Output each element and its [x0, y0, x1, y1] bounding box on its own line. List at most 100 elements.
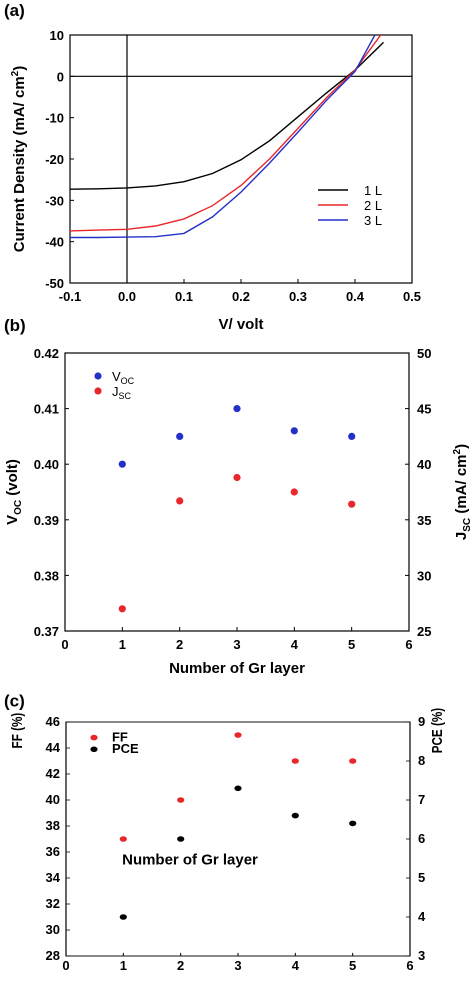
y-tick-label: -50 [45, 276, 64, 291]
left-y-tick-label: 0.40 [34, 457, 59, 472]
right-y-tick-label: 25 [417, 624, 431, 639]
x-tick-label: 0 [61, 637, 68, 652]
legend-marker-jsc [94, 387, 102, 395]
data-point-ff [119, 836, 127, 842]
y-tick-label: 10 [50, 28, 64, 43]
legend-marker-voc [94, 372, 102, 380]
x-tick-label: 4 [292, 958, 300, 973]
panel-b-left-y-ticks: 0.37 0.38 0.39 0.40 0.41 0.42 [34, 346, 69, 639]
legend-label-voc: VOC [112, 369, 135, 386]
x-tick-label: 2 [177, 958, 184, 973]
data-point-ff [291, 758, 299, 764]
panel-a-x-axis-title: V/ volt [218, 316, 263, 333]
panel-a: (a) -0.1 0.0 0.1 0.2 0.3 0.4 0.5 -50-40-30-20-… [4, 1, 421, 333]
left-y-tick-label: 38 [46, 818, 60, 833]
y-tick-label: -40 [45, 235, 64, 250]
left-y-tick-label: 46 [46, 714, 60, 729]
panel-a-y-axis-title: Current Density (mA/ cm2) [10, 66, 28, 252]
data-point-jsc [176, 497, 184, 505]
legend-marker-pce [90, 746, 98, 753]
data-point-voc [348, 432, 356, 440]
left-y-tick-label: 0.42 [34, 346, 59, 361]
panel-c-right-y-ticks: 3 4 5 6 7 8 9 [406, 714, 426, 963]
legend-marker-ff [90, 734, 98, 741]
x-tick-label: 2 [176, 637, 183, 652]
panel-b-right-y-axis-title: JSC (mA/ cm2) [452, 444, 473, 540]
right-y-tick-label: 50 [417, 346, 431, 361]
series-line-3l [70, 35, 376, 239]
right-y-tick-label: 3 [418, 948, 425, 963]
data-point-pce [234, 785, 242, 792]
panel-a-curves [70, 35, 384, 239]
panel-a-legend: 1 L 2 L 3 L [318, 183, 382, 228]
x-tick-label: 0.0 [118, 289, 136, 304]
data-point-ff [234, 732, 242, 738]
y-tick-label: -20 [45, 152, 64, 167]
data-point-voc [118, 460, 126, 468]
y-tick-label: 0 [57, 69, 64, 84]
data-point-voc [233, 405, 241, 413]
panel-a-y-ticks: -50 -40 -30 -20 -10 0 10 [45, 28, 74, 291]
panel-b-right-y-ticks: 25 30 35 40 45 50 [405, 346, 431, 639]
right-y-tick-label: 4 [418, 909, 426, 924]
data-point-pce [119, 914, 127, 920]
data-point-jsc [233, 473, 241, 482]
left-y-tick-label: 0.41 [34, 402, 59, 417]
left-y-tick-label: 42 [46, 766, 60, 781]
panel-b-label: (b) [4, 316, 26, 335]
panel-b-x-axis-title: Number of Gr layer [169, 660, 305, 677]
panel-c-x-ticks: 0 1 2 3 4 5 6 [62, 952, 414, 973]
x-tick-label: 5 [348, 637, 355, 652]
x-tick-label: 0 [62, 958, 69, 973]
right-y-tick-label: 6 [418, 831, 425, 846]
panel-c-legend: FF PCE [90, 730, 139, 756]
series-line-1l [70, 41, 384, 190]
series-line-2l [70, 35, 382, 232]
left-y-tick-label: 36 [46, 844, 60, 859]
legend-label-ff: FF [112, 730, 128, 745]
legend-label-pce: PCE [112, 741, 139, 756]
data-point-ff [349, 758, 357, 764]
x-tick-label: 1 [119, 637, 126, 652]
legend-label-3l: 3 L [364, 213, 382, 228]
panel-b-left-y-axis-title: VOC (volt) [4, 459, 24, 525]
panel-c-points [119, 732, 357, 920]
data-point-jsc [348, 500, 356, 508]
right-y-tick-label: 8 [418, 753, 425, 768]
panel-c-plot-frame [65, 721, 411, 957]
x-tick-label: 3 [233, 637, 240, 652]
data-point-pce [291, 812, 299, 819]
x-tick-label: 0.2 [232, 289, 250, 304]
x-tick-label: 1 [120, 958, 127, 973]
x-tick-label: 4 [291, 637, 299, 652]
x-tick-label: 0.1 [175, 289, 193, 304]
data-point-jsc [118, 605, 126, 613]
right-y-tick-label: 45 [417, 402, 431, 417]
left-y-tick-label: 40 [46, 792, 60, 807]
x-tick-label: 0.5 [403, 289, 421, 304]
panel-b-legend: VOC JSC [94, 369, 135, 401]
panel-a-label: (a) [4, 1, 25, 20]
left-y-tick-label: 0.39 [34, 513, 59, 528]
left-y-tick-label: 32 [46, 896, 60, 911]
data-point-voc [290, 427, 298, 435]
x-tick-label: 0.3 [289, 289, 307, 304]
x-tick-label: 6 [406, 958, 413, 973]
x-tick-label: 3 [234, 958, 241, 973]
left-y-tick-label: 0.38 [34, 568, 59, 583]
data-point-voc [176, 432, 184, 440]
right-y-tick-label: 40 [417, 457, 431, 472]
x-tick-label: 0.4 [346, 289, 365, 304]
data-point-ff [177, 797, 185, 803]
right-y-tick-label: 35 [417, 513, 431, 528]
data-point-pce [177, 836, 185, 842]
panel-c-right-y-axis-title: PCE (%) [429, 708, 446, 753]
panel-a-x-ticks: -0.1 0.0 0.1 0.2 0.3 0.4 0.5 [59, 279, 421, 304]
data-point-jsc [290, 488, 298, 496]
right-y-tick-label: 9 [418, 714, 425, 729]
left-y-tick-label: 44 [46, 740, 61, 755]
panel-b-x-ticks: 0 1 2 3 4 5 6 [61, 627, 413, 652]
